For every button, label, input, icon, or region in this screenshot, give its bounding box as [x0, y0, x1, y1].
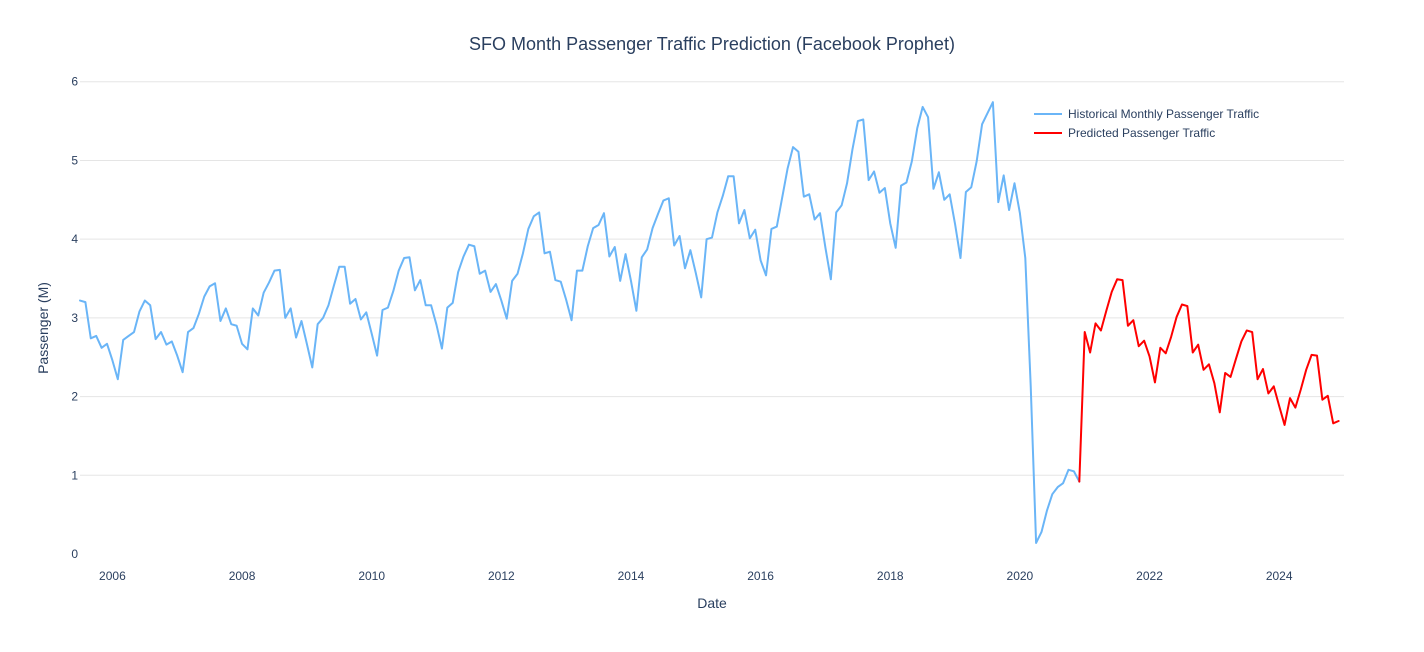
y-axis-ticks: 0 1 2 3 4 5 6 — [71, 75, 78, 561]
series-lines — [79, 101, 1340, 544]
x-tick-label: 2006 — [99, 569, 126, 583]
legend-label: Historical Monthly Passenger Traffic — [1068, 107, 1259, 121]
x-tick-label: 2022 — [1136, 569, 1163, 583]
legend-item[interactable]: Predicted Passenger Traffic — [1034, 126, 1215, 140]
y-tick-label: 0 — [71, 547, 78, 561]
y-tick-label: 3 — [71, 311, 78, 325]
x-tick-label: 2018 — [877, 569, 904, 583]
y-tick-label: 2 — [71, 390, 78, 404]
historical-series-line — [79, 101, 1081, 544]
chart-title: SFO Month Passenger Traffic Prediction (… — [469, 34, 955, 54]
x-tick-label: 2010 — [358, 569, 385, 583]
legend-item[interactable]: Historical Monthly Passenger Traffic — [1034, 107, 1259, 121]
y-axis-title: Passenger (M) — [35, 282, 51, 374]
y-tick-label: 1 — [71, 468, 78, 482]
x-tick-label: 2014 — [618, 569, 645, 583]
x-tick-label: 2012 — [488, 569, 515, 583]
legend-label: Predicted Passenger Traffic — [1068, 126, 1215, 140]
x-tick-label: 2024 — [1266, 569, 1293, 583]
y-tick-label: 4 — [71, 232, 78, 246]
x-tick-label: 2020 — [1007, 569, 1034, 583]
x-axis-title: Date — [697, 595, 727, 611]
predicted-series-line — [1078, 278, 1340, 483]
legend-box — [1028, 101, 1290, 145]
y-tick-label: 5 — [71, 153, 78, 167]
x-tick-label: 2008 — [229, 569, 256, 583]
grid — [80, 81, 1344, 476]
x-axis-ticks: 2006 2008 2010 2012 2014 2016 2018 2020 2022 2024 — [99, 569, 1293, 583]
legend[interactable]: Historical Monthly Passenger Traffic Pred… — [1028, 101, 1290, 145]
x-tick-label: 2016 — [747, 569, 774, 583]
y-tick-label: 6 — [71, 75, 78, 89]
